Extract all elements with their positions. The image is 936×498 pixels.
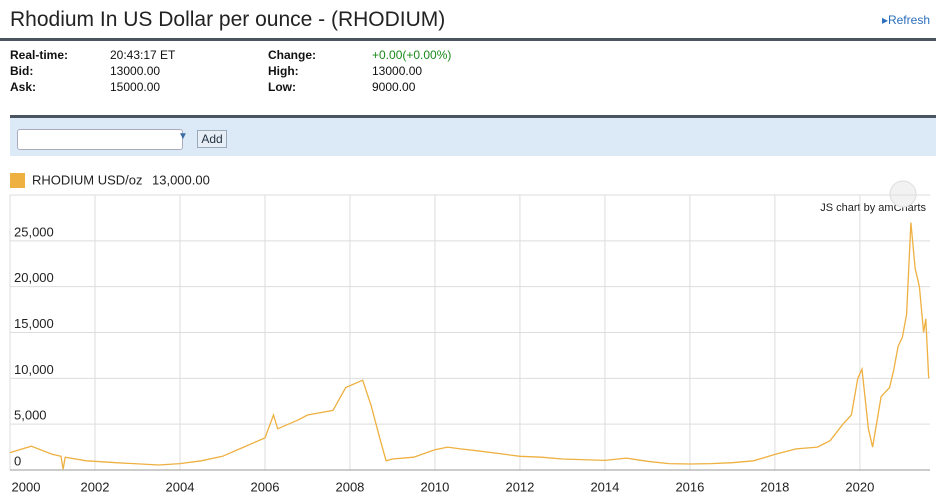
quote-value: 13000.00	[372, 64, 423, 78]
legend-value: 13,000.00	[152, 172, 210, 187]
y-tick-label: 25,000	[14, 224, 54, 239]
y-tick-label: 0	[14, 453, 21, 468]
y-tick-label: 5,000	[14, 408, 47, 423]
quote-label: Real-time:	[10, 48, 69, 62]
header: Rhodium In US Dollar per ounce - (RHODIU…	[0, 0, 936, 41]
price-line	[9, 222, 930, 470]
page-title: Rhodium In US Dollar per ounce - (RHODIU…	[10, 8, 446, 31]
x-tick-label: 2000	[12, 479, 41, 494]
quote-label: Bid:	[10, 64, 34, 78]
x-tick-label: 2002	[81, 479, 110, 494]
quote-label: Low:	[268, 80, 296, 94]
y-tick-label: 10,000	[14, 362, 54, 377]
quote-value: 13000.00	[110, 64, 161, 78]
download-icon[interactable]	[889, 180, 917, 208]
x-tick-label: 2020	[845, 479, 874, 494]
x-tick-label: 2014	[590, 479, 619, 494]
y-tick-label: 20,000	[14, 270, 54, 285]
quote-value: 20:43:17 ET	[110, 48, 176, 62]
x-tick-label: 2008	[335, 479, 364, 494]
refresh-link[interactable]: Refresh	[882, 13, 930, 27]
quote-label: Change:	[268, 48, 316, 62]
x-tick-label: 2018	[760, 479, 789, 494]
toolbar: ▼ Add	[10, 118, 936, 156]
quote-value: +0.00(+0.00%)	[372, 48, 452, 62]
quote-label: High:	[268, 64, 299, 78]
divider	[10, 115, 936, 118]
x-tick-label: 2010	[420, 479, 449, 494]
x-tick-label: 2004	[166, 479, 195, 494]
legend-label: RHODIUM USD/oz	[32, 172, 143, 187]
y-tick-label: 15,000	[14, 316, 54, 331]
add-button[interactable]: Add	[197, 130, 227, 148]
x-tick-label: 2012	[505, 479, 534, 494]
x-tick-label: 2016	[675, 479, 704, 494]
legend-swatch	[10, 173, 25, 188]
quote-label: Ask:	[10, 80, 37, 94]
symbol-input[interactable]	[17, 129, 183, 150]
quote-value: 9000.00	[372, 80, 416, 94]
dropdown-arrow[interactable]: ▼	[178, 131, 188, 142]
quote-value: 15000.00	[110, 80, 161, 94]
x-tick-label: 2006	[251, 479, 280, 494]
